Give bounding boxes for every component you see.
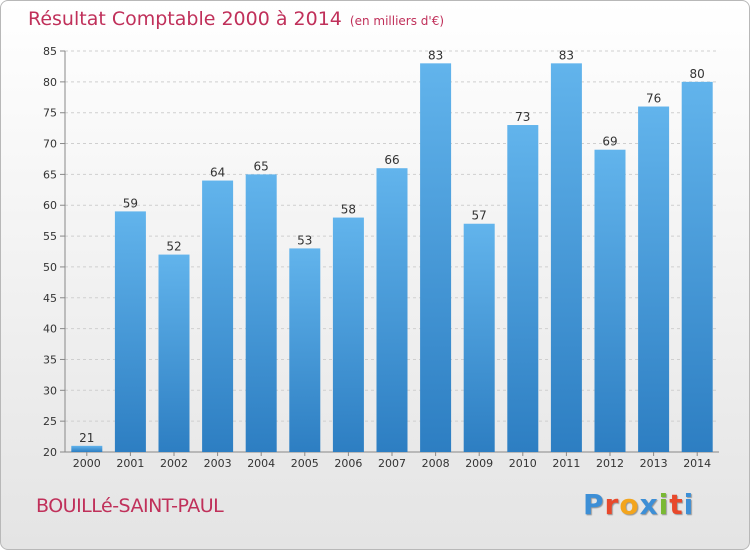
data-label: 69: [602, 135, 617, 149]
x-tick-label: 2008: [422, 457, 450, 470]
data-label: 57: [472, 209, 487, 223]
y-tick-label: 80: [43, 76, 57, 89]
data-label: 76: [646, 92, 661, 106]
y-tick-label: 65: [43, 168, 57, 181]
x-tick-label: 2007: [378, 457, 406, 470]
labels: 20 25 30 35 40 45 50 55 60 65 70 75 80 85 2000 21 2001 59…: [43, 45, 711, 470]
x-tick-label: 2011: [552, 457, 580, 470]
x-tick-label: 2003: [204, 457, 232, 470]
y-tick-label: 75: [43, 107, 57, 120]
bar-2001: [114, 211, 146, 452]
logo-letter: r: [604, 488, 620, 521]
y-tick-label: 45: [43, 292, 57, 305]
bar-2003: [202, 180, 234, 453]
bar-2007: [376, 168, 408, 452]
bar-2011: [550, 63, 582, 452]
data-label: 52: [166, 240, 181, 254]
bar-2014: [681, 81, 713, 452]
data-label: 66: [384, 153, 399, 167]
logo-letter: i: [658, 488, 670, 521]
bar-2002: [158, 254, 190, 452]
logo-letter: P: [583, 488, 605, 521]
x-tick-label: 2013: [640, 457, 668, 470]
x-tick-label: 2001: [116, 457, 144, 470]
x-tick-label: 2014: [683, 457, 711, 470]
y-tick-label: 40: [43, 323, 57, 336]
data-label: 73: [515, 110, 530, 124]
y-tick-label: 20: [43, 446, 57, 459]
x-tick-label: 2006: [334, 457, 362, 470]
chart-title: Résultat Comptable 2000 à 2014 (en millie…: [28, 8, 444, 30]
data-label: 83: [559, 48, 574, 62]
logo-letter: x: [639, 488, 659, 521]
proxiti-logo[interactable]: Proxiti: [583, 488, 694, 521]
bar-2006: [332, 217, 364, 452]
y-tick-label: 85: [43, 45, 57, 58]
chart-unit: (en milliers d'€): [349, 14, 445, 28]
bar-2012: [594, 149, 626, 452]
bar-2005: [289, 248, 321, 452]
bar-2004: [245, 174, 277, 452]
x-tick-label: 2012: [596, 457, 624, 470]
data-label: 64: [210, 166, 225, 180]
data-label: 58: [341, 203, 356, 217]
data-label: 83: [428, 48, 443, 62]
x-tick-label: 2009: [465, 457, 493, 470]
bar-2010: [507, 125, 539, 453]
x-tick-label: 2000: [73, 457, 101, 470]
chart-title-text: Résultat Comptable 2000 à 2014: [28, 8, 342, 30]
x-tick-label: 2004: [247, 457, 275, 470]
data-label: 59: [123, 196, 138, 210]
bar-2008: [420, 63, 452, 452]
y-tick-label: 60: [43, 199, 57, 212]
data-label: 21: [79, 431, 94, 445]
logo-letter: i: [683, 488, 695, 521]
y-tick-label: 70: [43, 138, 57, 151]
y-tick-label: 30: [43, 384, 57, 397]
x-tick-label: 2010: [509, 457, 537, 470]
x-tick-label: 2005: [291, 457, 319, 470]
bar-2013: [638, 106, 670, 453]
bars: [71, 63, 713, 453]
bar-2009: [463, 223, 495, 452]
x-tick-label: 2002: [160, 457, 188, 470]
data-label: 65: [254, 159, 269, 173]
logo-letter: o: [619, 488, 640, 521]
place-name: BOUILLé-SAINT-PAUL: [36, 495, 224, 517]
y-tick-label: 55: [43, 230, 57, 243]
logo-letter: t: [669, 488, 684, 521]
y-tick-label: 35: [43, 353, 57, 366]
data-label: 80: [690, 67, 705, 81]
data-label: 53: [297, 233, 312, 247]
y-tick-label: 25: [43, 415, 57, 428]
bar-2000: [71, 445, 103, 452]
y-tick-label: 50: [43, 261, 57, 274]
